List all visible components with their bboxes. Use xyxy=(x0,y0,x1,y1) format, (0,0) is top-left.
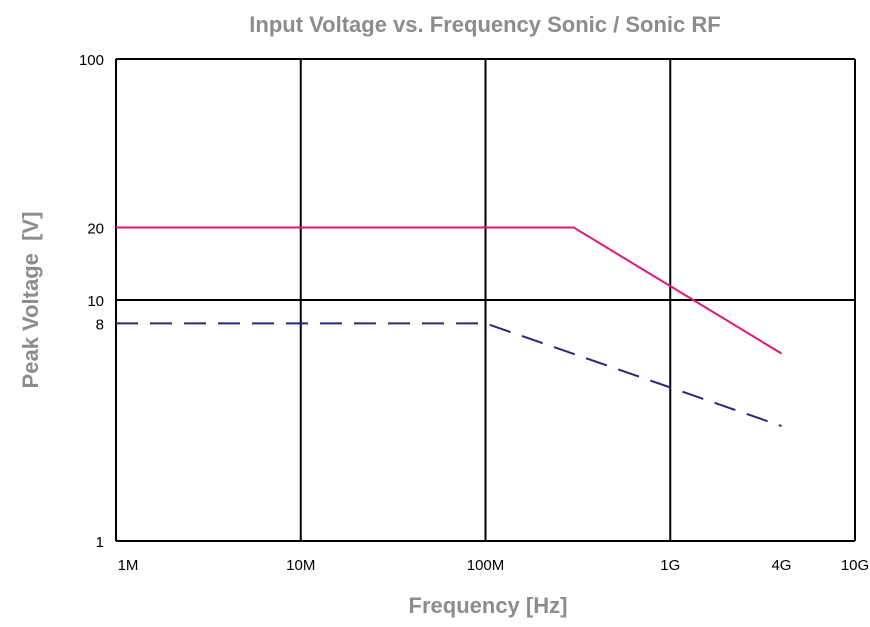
x-tick-label: 10G xyxy=(841,557,869,574)
y-tick-label: 10 xyxy=(87,293,104,310)
x-tick-label: 100M xyxy=(467,557,505,574)
x-tick-label: 1G xyxy=(660,557,680,574)
grid xyxy=(115,58,856,542)
y-axis-label: Peak Voltage [V] xyxy=(18,212,43,389)
y-tick-label: 100 xyxy=(79,52,104,69)
series-line-solid xyxy=(116,226,782,355)
chart-title: Input Voltage vs. Frequency Sonic / Soni… xyxy=(249,12,720,37)
series-line-dashed xyxy=(116,322,782,427)
x-tick-label: 1M xyxy=(118,557,139,574)
x-tick-label: 10M xyxy=(286,557,315,574)
y-tick-label: 20 xyxy=(87,220,104,237)
x-axis-label: Frequency [Hz] xyxy=(409,593,568,618)
series-group xyxy=(116,226,782,427)
x-axis-ticks: 1M 10M 100M 1G 4G 10G xyxy=(118,557,870,574)
y-tick-label: 8 xyxy=(96,316,104,333)
y-tick-label: 1 xyxy=(96,534,104,551)
x-tick-label: 4G xyxy=(771,557,791,574)
y-axis-ticks: 1 8 10 20 100 xyxy=(79,52,104,551)
